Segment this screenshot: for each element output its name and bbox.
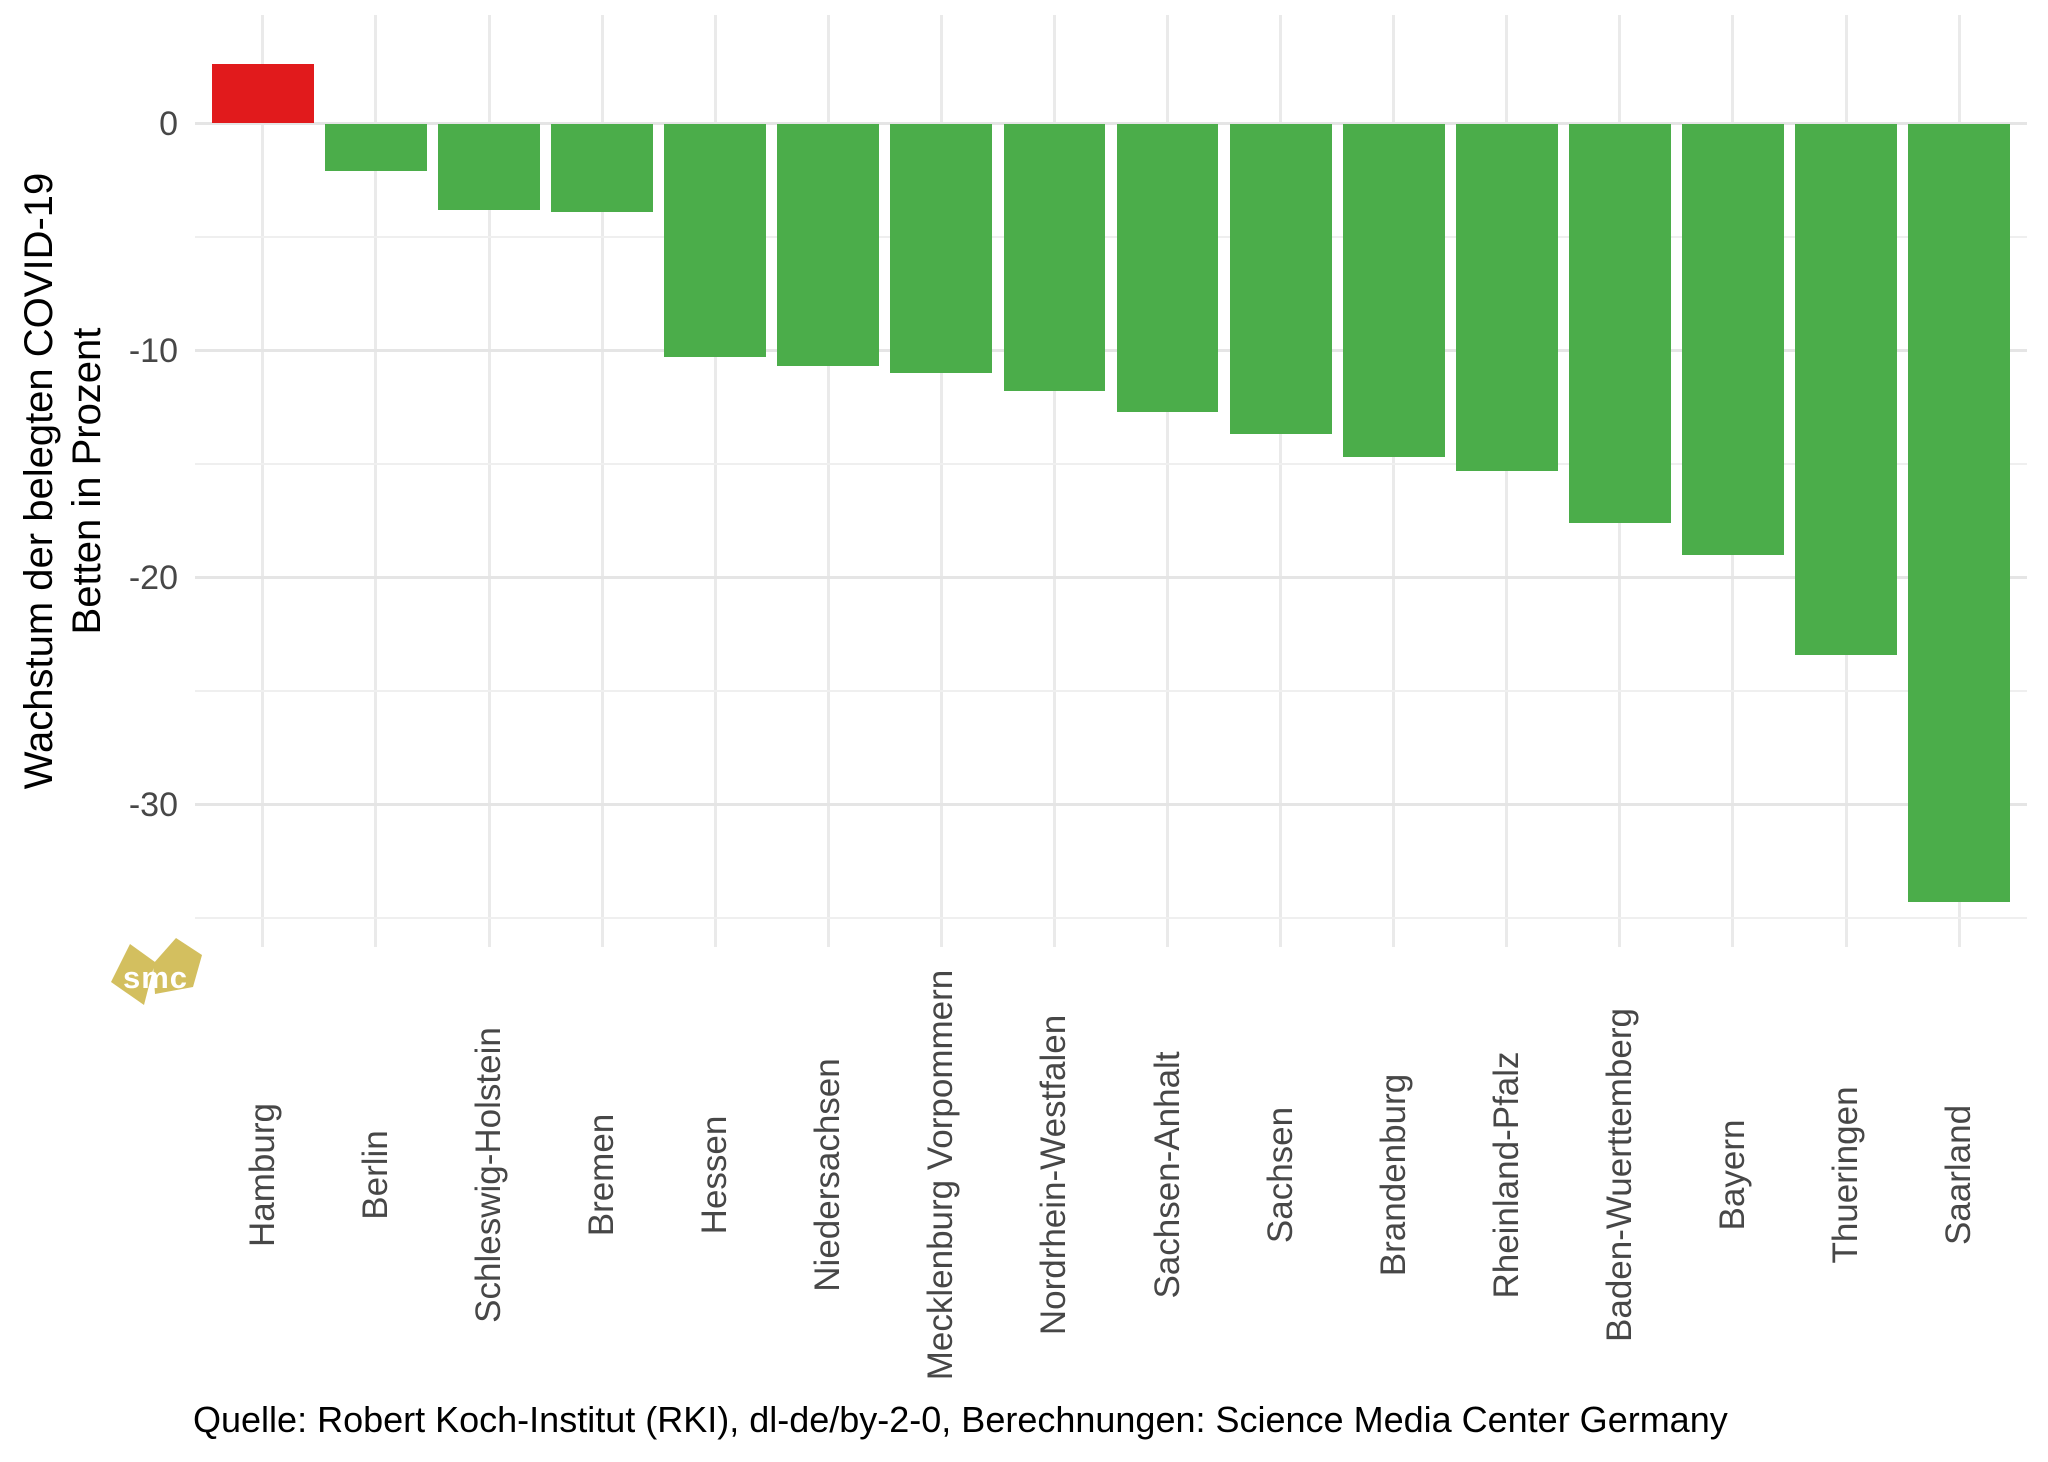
smc-logo-shape-right	[153, 938, 202, 994]
bar-berlin	[325, 123, 427, 172]
x-label-hamburg: Hamburg	[242, 1103, 282, 1247]
x-label-bayern: Bayern	[1712, 1119, 1752, 1231]
y-axis-title-line-2: Betten in Prozent	[65, 327, 109, 635]
vertical-gridline	[374, 15, 378, 947]
bar-schleswig-holstein	[438, 123, 540, 210]
minor-gridline	[195, 917, 2027, 919]
bar-sachsen-anhalt	[1116, 123, 1219, 412]
major-gridline	[195, 349, 2027, 352]
vertical-gridline	[487, 15, 491, 947]
vertical-gridline	[1392, 15, 1396, 947]
x-label-rheinland-pfalz: Rheinland-Pfalz	[1486, 1051, 1526, 1299]
x-label-thueringen: Thueringen	[1826, 1086, 1866, 1264]
y-axis-title-line-1: Wachstum der belegten COVID-19	[17, 172, 61, 790]
x-label-saarland: Saarland	[1939, 1104, 1979, 1246]
bar-hessen	[664, 123, 767, 358]
bar-thueringen	[1795, 123, 1897, 655]
vertical-gridline	[261, 15, 265, 947]
x-label-nordrhein-westfalen: Nordrhein-Westfalen	[1034, 1014, 1074, 1336]
bar-saarland	[1908, 123, 2011, 903]
vertical-gridline	[826, 15, 830, 947]
bar-brandenburg	[1342, 123, 1445, 458]
major-gridline	[195, 122, 2027, 125]
x-label-hessen: Hessen	[695, 1115, 735, 1235]
bar-niedersachsen	[777, 123, 880, 367]
bar-rheinland-pfalz	[1455, 123, 1558, 471]
vertical-gridline	[713, 15, 717, 947]
bar-hamburg	[211, 64, 314, 124]
vertical-gridline	[600, 15, 604, 947]
y-tick-label: -30	[128, 785, 178, 824]
major-gridline	[195, 576, 2027, 579]
bar-baden-wuerttemberg	[1569, 123, 1671, 524]
x-label-baden-wuerttemberg: Baden-Wuerttemberg	[1599, 1008, 1639, 1342]
vertical-gridline	[1505, 15, 1509, 947]
smc-logo-text: smc	[123, 960, 188, 995]
smc-logo-shape-left	[111, 944, 155, 1005]
y-tick-label: -20	[128, 558, 178, 597]
y-tick-label: -10	[128, 331, 178, 370]
y-tick-label: 0	[159, 104, 178, 143]
x-label-brandenburg: Brandenburg	[1373, 1073, 1413, 1277]
vertical-gridline	[1052, 15, 1056, 947]
y-axis-title-text: Wachstum der belegten COVID-19 Betten in…	[15, 173, 111, 790]
bar-bremen	[551, 123, 653, 213]
x-label-sachsen: Sachsen	[1260, 1106, 1300, 1244]
vertical-gridline	[1279, 15, 1283, 947]
major-gridline	[195, 803, 2027, 806]
minor-gridline	[195, 463, 2027, 465]
source-caption: Quelle: Robert Koch-Institut (RKI), dl-d…	[193, 1399, 1728, 1440]
x-label-niedersachsen: Niedersachsen	[808, 1058, 848, 1292]
vertical-gridline	[939, 15, 943, 947]
bar-sachsen	[1229, 123, 1332, 435]
minor-gridline	[195, 690, 2027, 692]
bar-bayern	[1682, 123, 1784, 555]
x-label-mecklenburg-vorpommern: Mecklenburg Vorpommern	[921, 969, 961, 1381]
x-label-schleswig-holstein: Schleswig-Holstein	[469, 1027, 509, 1323]
x-label-bremen: Bremen	[582, 1113, 622, 1237]
vertical-gridline	[1166, 15, 1170, 947]
bar-mecklenburg-vorpommern	[890, 123, 993, 374]
bar-nordrhein-westfalen	[1003, 123, 1106, 392]
plot-panel	[195, 15, 2027, 947]
smc-logo: smc	[111, 938, 202, 1005]
minor-gridline	[195, 236, 2027, 238]
x-label-sachsen-anhalt: Sachsen-Anhalt	[1147, 1051, 1187, 1299]
x-label-berlin: Berlin	[355, 1130, 395, 1220]
